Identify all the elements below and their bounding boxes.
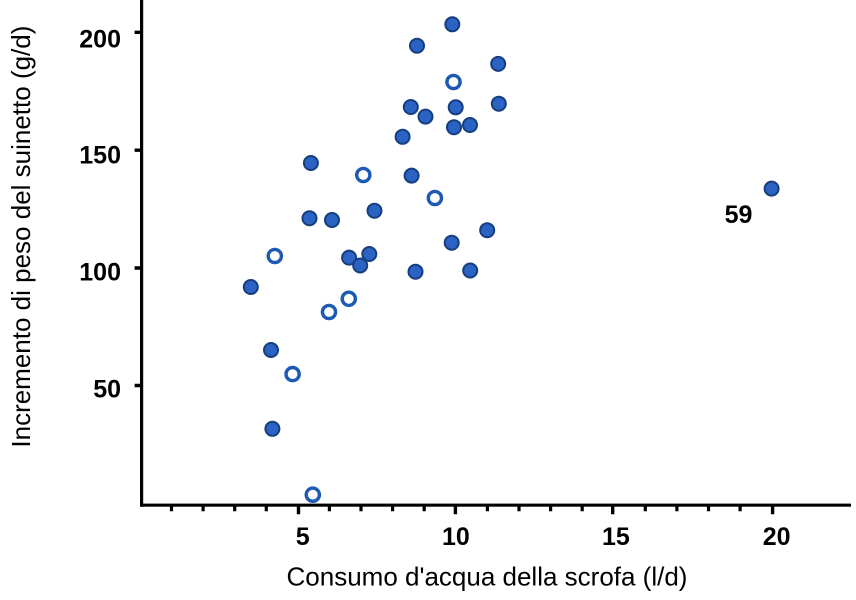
svg-text:15: 15 xyxy=(602,523,630,551)
svg-text:Consumo d'acqua della scrofa (: Consumo d'acqua della scrofa (l/d) xyxy=(287,562,688,592)
svg-text:59: 59 xyxy=(725,201,753,229)
svg-text:5: 5 xyxy=(296,523,310,551)
svg-text:10: 10 xyxy=(442,523,470,551)
svg-text:200: 200 xyxy=(79,25,121,53)
svg-text:150: 150 xyxy=(79,141,121,169)
svg-text:50: 50 xyxy=(93,375,121,403)
svg-text:100: 100 xyxy=(79,258,121,286)
svg-text:Incremento di peso del suinett: Incremento di peso del suinetto (g/d) xyxy=(6,26,36,448)
svg-text:20: 20 xyxy=(763,523,791,551)
